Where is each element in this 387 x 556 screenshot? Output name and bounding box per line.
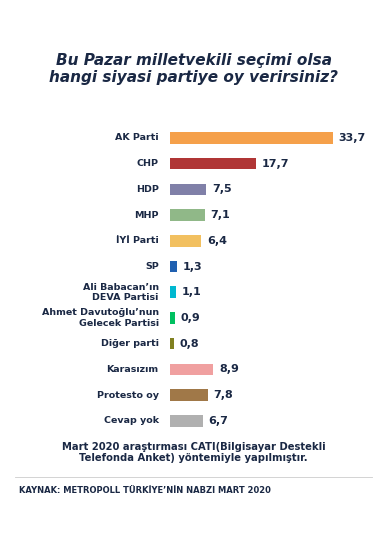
FancyBboxPatch shape — [170, 235, 201, 247]
FancyBboxPatch shape — [170, 364, 213, 375]
Text: 1,3: 1,3 — [182, 261, 202, 271]
Text: metropoll: metropoll — [148, 523, 239, 542]
FancyBboxPatch shape — [170, 312, 175, 324]
FancyBboxPatch shape — [170, 338, 174, 350]
Text: Ahmet Davutoğlu’nun
Gelecek Partisi: Ahmet Davutoğlu’nun Gelecek Partisi — [41, 308, 159, 327]
FancyBboxPatch shape — [170, 261, 176, 272]
Text: Karasızım: Karasızım — [106, 365, 159, 374]
Text: 17,7: 17,7 — [262, 158, 289, 168]
Text: 7,8: 7,8 — [214, 390, 233, 400]
Text: İYİ Parti: İYİ Parti — [116, 236, 159, 245]
Text: Bu Pazar milletvekili seçimi olsa
hangi siyasi partiye oy verirsiniz?: Bu Pazar milletvekili seçimi olsa hangi … — [49, 53, 338, 85]
Text: 7,1: 7,1 — [210, 210, 230, 220]
Text: HDP: HDP — [136, 185, 159, 194]
Text: Protesto oy: Protesto oy — [97, 391, 159, 400]
Text: 0,8: 0,8 — [180, 339, 200, 349]
FancyBboxPatch shape — [170, 132, 333, 144]
Text: 8,9: 8,9 — [219, 364, 239, 374]
FancyBboxPatch shape — [170, 183, 206, 195]
FancyBboxPatch shape — [170, 209, 204, 221]
Text: KAYNAK: METROPOLL TÜRKİYE’NİN NABZI MART 2020: KAYNAK: METROPOLL TÜRKİYE’NİN NABZI MART… — [19, 486, 271, 495]
Text: 33,7: 33,7 — [339, 133, 366, 143]
FancyBboxPatch shape — [170, 389, 208, 401]
Text: MHP: MHP — [134, 211, 159, 220]
Text: Ali Babacan’ın
DEVA Partisi: Ali Babacan’ın DEVA Partisi — [82, 282, 159, 302]
Text: SP: SP — [145, 262, 159, 271]
Text: 0,9: 0,9 — [180, 313, 200, 323]
Text: AK Parti: AK Parti — [115, 133, 159, 142]
Text: CHP: CHP — [137, 159, 159, 168]
FancyBboxPatch shape — [170, 286, 176, 298]
Text: 1,1: 1,1 — [182, 287, 201, 297]
Text: Cevap yok: Cevap yok — [104, 416, 159, 425]
Text: 7,5: 7,5 — [212, 185, 232, 195]
Text: 6,7: 6,7 — [209, 416, 228, 426]
Text: Mart 2020 araştırması CATI(Bilgisayar Destekli
Telefonda Anket) yöntemiyle yapıl: Mart 2020 araştırması CATI(Bilgisayar De… — [62, 441, 325, 463]
FancyBboxPatch shape — [170, 158, 256, 170]
FancyBboxPatch shape — [170, 415, 203, 426]
Text: Diğer parti: Diğer parti — [101, 339, 159, 348]
Text: 6,4: 6,4 — [207, 236, 227, 246]
